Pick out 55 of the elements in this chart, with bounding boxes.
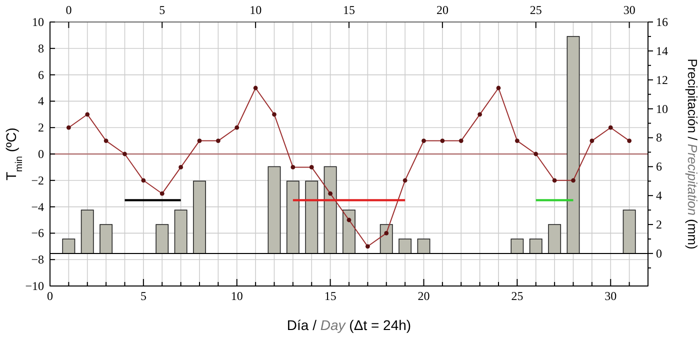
bar bbox=[174, 210, 188, 254]
bar bbox=[398, 238, 412, 254]
bar bbox=[62, 238, 76, 254]
y2-tick-label: 8 bbox=[656, 130, 662, 145]
y-tick-label: 0 bbox=[38, 147, 44, 161]
bar bbox=[622, 210, 636, 254]
x-tick-label: 5 bbox=[140, 289, 146, 303]
bar bbox=[305, 180, 318, 254]
x-tick-label: 30 bbox=[604, 289, 617, 303]
x-tick-label: 20 bbox=[418, 289, 430, 303]
y2-axis-title: Precipitación / Precipitation (mm) bbox=[685, 58, 700, 250]
bar bbox=[324, 166, 337, 254]
x-axis-title: Día / Day (Δt = 24h) bbox=[286, 317, 412, 333]
y2-tick-label: 2 bbox=[656, 218, 662, 232]
bar bbox=[529, 238, 542, 254]
y-tick-label: −2 bbox=[31, 173, 44, 188]
bar bbox=[548, 224, 562, 254]
y2-tick-label: 10 bbox=[656, 102, 668, 116]
y-tick-label: −6 bbox=[31, 226, 44, 240]
y-tick-label: −4 bbox=[31, 200, 44, 214]
bar bbox=[80, 210, 94, 254]
y2-tick-label: 14 bbox=[656, 44, 668, 58]
x2-tick-label: 25 bbox=[530, 3, 542, 17]
x2-tick-label: 0 bbox=[66, 3, 72, 17]
bar bbox=[417, 238, 430, 254]
bar bbox=[156, 224, 169, 254]
y-tick-label: 10 bbox=[32, 15, 44, 29]
bar bbox=[342, 210, 356, 254]
x-tick-label: 15 bbox=[324, 289, 336, 303]
y-tick-label: −8 bbox=[31, 252, 44, 267]
y-tick-label: 8 bbox=[38, 41, 44, 56]
x-tick-label: 0 bbox=[47, 289, 53, 303]
y2-tick-label: 0 bbox=[656, 246, 662, 260]
x2-tick-label: 20 bbox=[436, 3, 448, 17]
x-tick-label: 25 bbox=[511, 289, 524, 303]
y2-tick-label: 16 bbox=[656, 15, 668, 29]
bar bbox=[100, 224, 113, 254]
y2-tick-label: 4 bbox=[656, 188, 662, 203]
bar bbox=[268, 166, 281, 254]
x2-tick-label: 5 bbox=[159, 3, 166, 17]
bar bbox=[286, 180, 300, 254]
y2-tick-label: 6 bbox=[656, 160, 662, 174]
y-tick-label: 6 bbox=[38, 68, 44, 82]
y2-tick-label: 12 bbox=[656, 72, 668, 87]
bar bbox=[193, 180, 206, 254]
x-tick-label: 10 bbox=[230, 289, 243, 303]
bar bbox=[566, 36, 580, 254]
x2-tick-label: 10 bbox=[250, 3, 262, 17]
y-tick-label: 2 bbox=[38, 120, 44, 135]
x2-tick-label: 30 bbox=[623, 3, 636, 17]
y-tick-label: 4 bbox=[38, 94, 44, 108]
y-tick-label: −10 bbox=[25, 279, 44, 293]
bar bbox=[510, 238, 524, 254]
bar bbox=[380, 224, 393, 254]
x2-tick-label: 15 bbox=[343, 3, 355, 17]
